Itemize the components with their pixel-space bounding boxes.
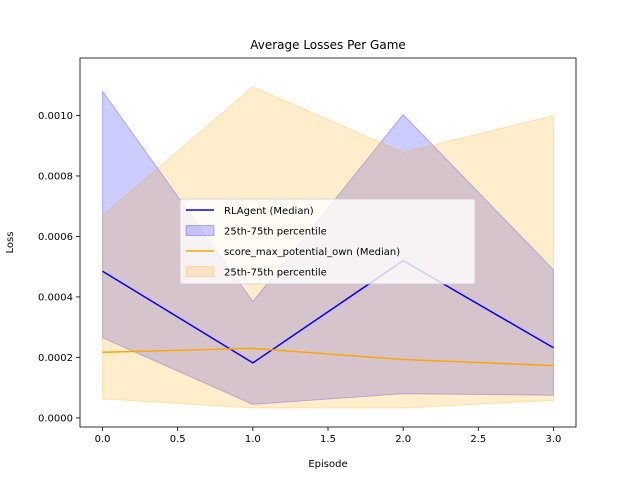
x-axis-label: Episode (308, 459, 347, 470)
y-tick-label: 0.0000 (38, 413, 73, 424)
y-axis-ticks: 0.0000 0.0002 0.0004 0.0006 0.0008 0.0010 (38, 111, 80, 424)
legend-band-swatch (185, 225, 215, 236)
x-tick-label: 2.5 (470, 434, 486, 445)
x-tick-label: 0.5 (170, 434, 186, 445)
legend-label: score_max_potential_own (Median) (224, 247, 400, 258)
legend: RLAgent (Median) 25th-75th percentile scor… (179, 198, 476, 285)
y-tick-label: 0.0010 (38, 111, 73, 122)
x-tick-label: 2.0 (395, 434, 411, 445)
median-line-1 (102, 347, 554, 367)
y-axis-label: Loss (5, 232, 16, 254)
y-tick-label: 0.0006 (38, 232, 73, 243)
x-axis-ticks: 0.0 0.5 1.0 1.5 2.0 2.5 3.0 (95, 427, 562, 445)
legend-label: RLAgent (Median) (224, 206, 314, 217)
y-tick-label: 0.0002 (38, 353, 73, 364)
median-lines (102, 259, 554, 367)
x-tick-label: 0.0 (95, 434, 111, 445)
legend-label: 25th-75th percentile (224, 227, 327, 238)
y-tick-label: 0.0004 (38, 292, 73, 303)
x-tick-label: 1.0 (245, 434, 261, 445)
y-tick-label: 0.0008 (38, 171, 73, 182)
legend-label: 25th-75th percentile (224, 268, 327, 279)
legend-band-swatch (185, 266, 215, 277)
median-line-0 (102, 259, 554, 364)
x-tick-label: 1.5 (320, 434, 336, 445)
chart-title: Average Losses Per Game (250, 38, 406, 52)
x-tick-label: 3.0 (546, 434, 562, 445)
legend-box (179, 198, 476, 285)
